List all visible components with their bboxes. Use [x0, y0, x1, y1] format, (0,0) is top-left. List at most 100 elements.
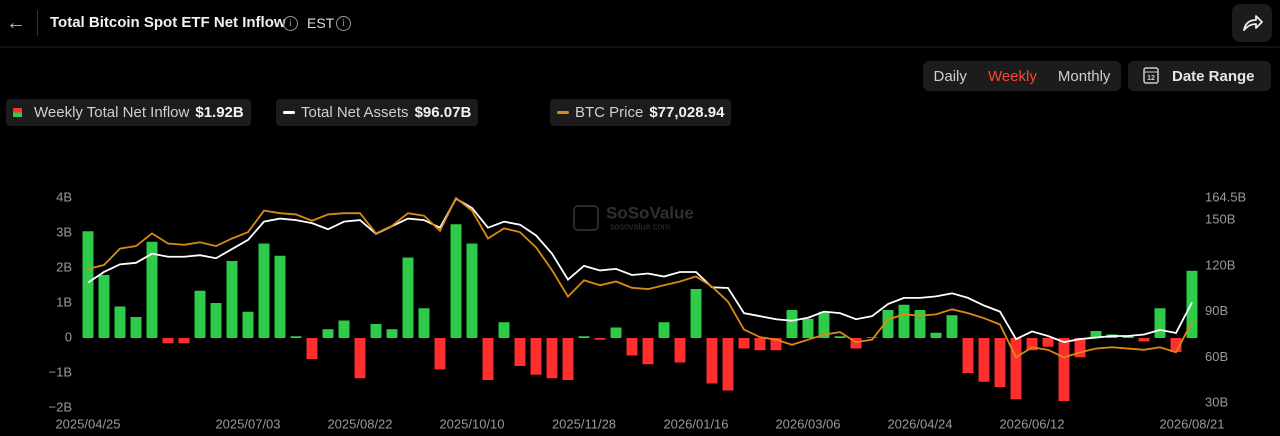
watermark-logo — [573, 205, 599, 231]
bar — [162, 338, 174, 344]
y2-tick-label: 164.5B — [1205, 189, 1246, 204]
bar — [786, 310, 798, 338]
x-tick-label: 2025/07/03 — [215, 416, 280, 431]
bar — [1154, 308, 1166, 338]
share-icon — [1243, 15, 1263, 31]
y-tick-label: 1B — [56, 294, 72, 309]
bar — [498, 322, 510, 338]
bar — [962, 338, 974, 373]
legend-swatch — [13, 108, 22, 117]
bar — [610, 327, 622, 338]
bar — [434, 338, 446, 370]
bar — [418, 308, 430, 338]
y-tick-label: 4B — [56, 189, 72, 204]
y2-tick-label: 150B — [1205, 212, 1235, 227]
bar — [1170, 338, 1182, 352]
bar — [482, 338, 494, 380]
bar — [466, 243, 478, 338]
bar — [658, 322, 670, 338]
bar — [82, 231, 94, 338]
bar — [738, 338, 750, 349]
bar — [674, 338, 686, 363]
legend-item[interactable]: Total Net Assets $96.07B — [276, 99, 479, 126]
y2-tick-label: 30B — [1205, 395, 1228, 410]
bar — [722, 338, 734, 391]
bar — [1138, 338, 1150, 342]
bar — [242, 311, 254, 338]
calendar-icon: 12 — [1143, 67, 1159, 84]
bar — [930, 332, 942, 338]
bar — [1058, 338, 1070, 401]
bar — [338, 320, 350, 338]
bar — [290, 336, 302, 338]
bar — [690, 289, 702, 338]
tab[interactable]: Weekly — [987, 67, 1037, 85]
bar — [626, 338, 638, 356]
bar — [882, 310, 894, 338]
bar — [1074, 338, 1086, 358]
legend-item[interactable]: BTC Price $77,028.94 — [550, 99, 732, 126]
bar — [1010, 338, 1022, 400]
bar — [818, 311, 830, 338]
bar — [530, 338, 542, 375]
page-title: Total Bitcoin Spot ETF Net Inflow — [50, 14, 286, 31]
bar — [146, 241, 158, 338]
bar — [1186, 270, 1198, 338]
bar — [306, 338, 318, 359]
date-range-button[interactable]: 12 Date Range — [1128, 61, 1271, 91]
watermark: SoSoValue sosovalue.com — [573, 203, 694, 231]
y-tick-label: −2B — [49, 399, 73, 414]
date-range-label: Date Range — [1172, 67, 1255, 85]
back-button[interactable]: ← — [6, 12, 26, 34]
bar — [402, 257, 414, 338]
legend-name: BTC Price — [575, 104, 644, 121]
bar — [98, 275, 110, 338]
bar — [1042, 338, 1054, 347]
bar — [850, 338, 862, 349]
y2-tick-label: 60B — [1205, 349, 1228, 364]
legend-value: $96.07B — [414, 104, 472, 121]
legend-value: $77,028.94 — [649, 104, 725, 121]
interval-tabs: Daily Weekly Monthly — [923, 61, 1121, 91]
bar — [946, 315, 958, 338]
bar — [578, 336, 590, 338]
y-tick-label: 0 — [65, 329, 72, 344]
bar — [226, 261, 238, 338]
y2-tick-label: 90B — [1205, 303, 1228, 318]
bar — [210, 303, 222, 338]
bar — [354, 338, 366, 379]
watermark-site: sosovalue.com — [610, 221, 670, 231]
bar — [994, 338, 1006, 387]
x-tick-label: 2025/04/25 — [55, 416, 120, 431]
y-tick-label: 3B — [56, 224, 72, 239]
x-tick-label: 2025/08/22 — [327, 416, 392, 431]
legend-item[interactable]: Weekly Total Net Inflow $1.92B — [6, 99, 251, 126]
y-tick-label: 2B — [56, 259, 72, 274]
legend-name: Total Net Assets — [301, 104, 409, 121]
share-button[interactable] — [1232, 4, 1272, 42]
line — [87, 197, 1193, 344]
x-tick-label: 2026/03/06 — [775, 416, 840, 431]
bar — [914, 310, 926, 338]
tab[interactable]: Monthly — [1057, 67, 1111, 85]
timezone: EST — [307, 15, 335, 31]
legend-swatch — [283, 111, 295, 114]
bar — [866, 337, 878, 338]
info-icon[interactable]: i — [283, 16, 298, 31]
bar — [562, 338, 574, 380]
bar — [258, 243, 270, 338]
bar — [450, 224, 462, 338]
bar — [322, 329, 334, 338]
x-tick-label: 2026/06/12 — [999, 416, 1064, 431]
x-tick-label: 2025/10/10 — [439, 416, 504, 431]
info-icon[interactable]: i — [336, 16, 351, 31]
svg-text:12: 12 — [1147, 75, 1155, 82]
bar — [194, 290, 206, 338]
bar — [178, 338, 190, 344]
x-tick-label: 2025/11/28 — [552, 416, 616, 431]
legend-swatch — [557, 111, 569, 114]
tab[interactable]: Daily — [933, 67, 967, 85]
legend-value: $1.92B — [195, 104, 244, 121]
legend-name: Weekly Total Net Inflow — [34, 104, 190, 121]
